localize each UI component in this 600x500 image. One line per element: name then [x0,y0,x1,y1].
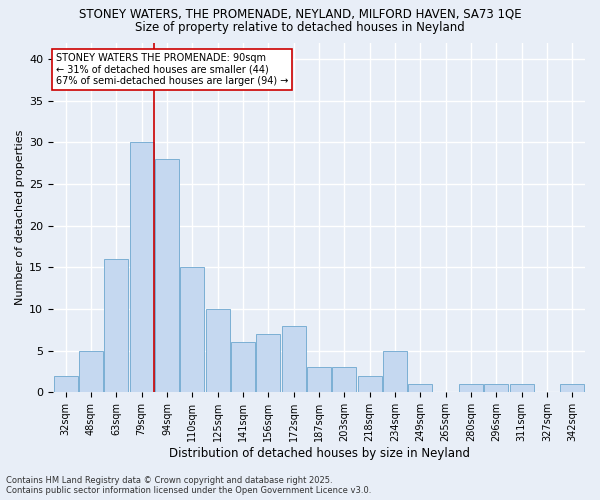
Bar [409,384,433,392]
Bar [181,268,205,392]
Text: STONEY WATERS, THE PROMENADE, NEYLAND, MILFORD HAVEN, SA73 1QE: STONEY WATERS, THE PROMENADE, NEYLAND, M… [79,8,521,20]
Bar [358,376,382,392]
Bar [281,326,306,392]
Y-axis label: Number of detached properties: Number of detached properties [15,130,25,305]
Text: Size of property relative to detached houses in Neyland: Size of property relative to detached ho… [135,21,465,34]
Bar [509,384,534,392]
Bar [459,384,483,392]
Bar [383,350,407,393]
Bar [231,342,255,392]
Text: STONEY WATERS THE PROMENADE: 90sqm
← 31% of detached houses are smaller (44)
67%: STONEY WATERS THE PROMENADE: 90sqm ← 31%… [56,53,288,86]
Bar [53,376,78,392]
Bar [307,368,331,392]
Bar [104,259,128,392]
X-axis label: Distribution of detached houses by size in Neyland: Distribution of detached houses by size … [169,447,470,460]
Bar [130,142,154,392]
Bar [560,384,584,392]
Bar [256,334,280,392]
Bar [484,384,508,392]
Bar [155,159,179,392]
Bar [206,309,230,392]
Bar [79,350,103,393]
Bar [332,368,356,392]
Text: Contains HM Land Registry data © Crown copyright and database right 2025.
Contai: Contains HM Land Registry data © Crown c… [6,476,371,495]
